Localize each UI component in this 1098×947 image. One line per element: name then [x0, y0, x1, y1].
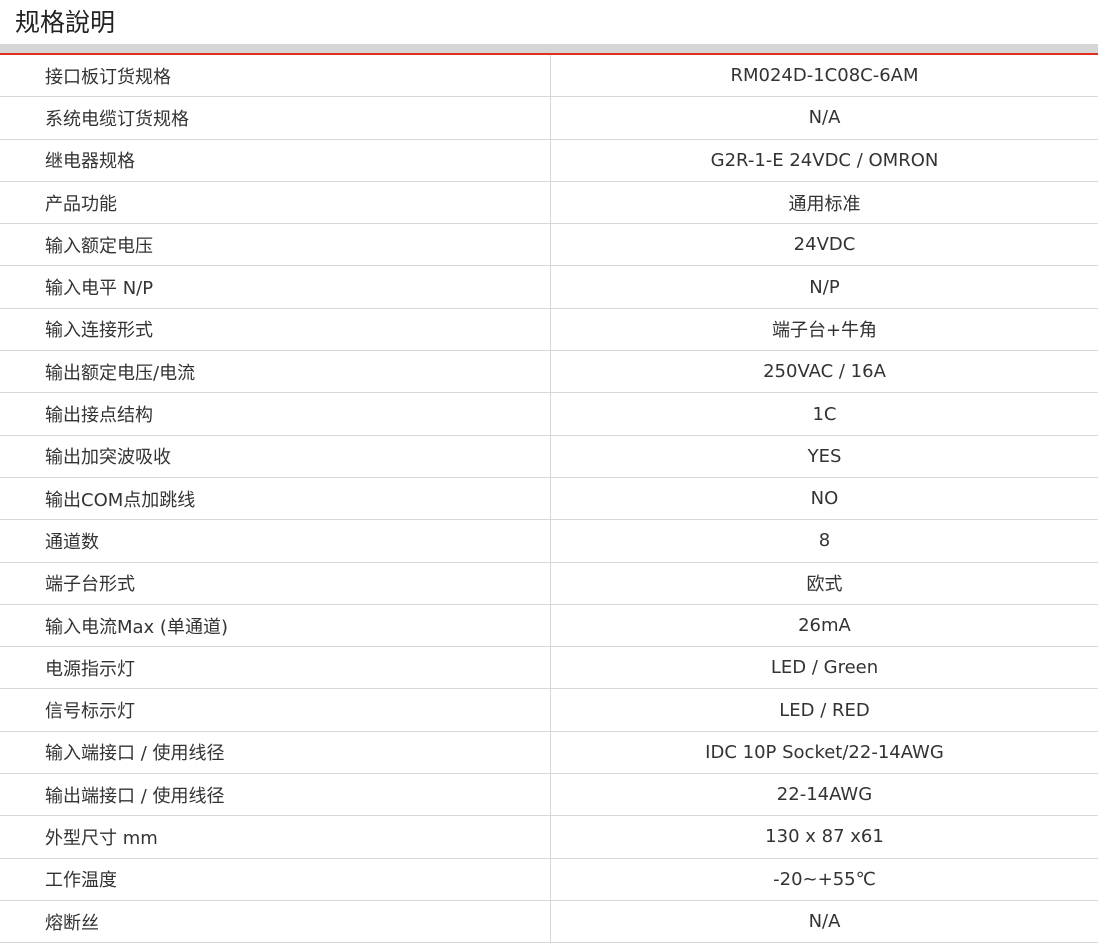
table-row: 产品功能 通用标准	[0, 181, 1098, 225]
spec-label: 输入端接口 / 使用线径	[0, 731, 551, 775]
spec-value: 8	[550, 519, 1098, 563]
spec-value: -20~+55℃	[550, 858, 1098, 901]
spec-label: 通道数	[0, 519, 551, 563]
table-row: 电源指示灯 LED / Green	[0, 646, 1098, 690]
table-row: 通道数 8	[0, 519, 1098, 563]
spec-value: 26mA	[550, 604, 1098, 648]
table-row: 输入连接形式 端子台+牛角	[0, 308, 1098, 352]
spec-label: 产品功能	[0, 181, 551, 225]
spec-label: 工作温度	[0, 858, 551, 901]
table-row: 端子台形式 欧式	[0, 562, 1098, 605]
spec-value: 250VAC / 16A	[550, 350, 1098, 394]
table-row: 外型尺寸 mm 130 x 87 x61	[0, 815, 1098, 859]
spec-label: 熔断丝	[0, 900, 551, 944]
spec-value: 24VDC	[550, 223, 1098, 267]
spec-label: 输出COM点加跳线	[0, 477, 551, 521]
spec-value: 欧式	[550, 562, 1098, 605]
table-row: 信号标示灯 LED / RED	[0, 688, 1098, 732]
table-row: 输出端接口 / 使用线径 22-14AWG	[0, 773, 1098, 817]
table-row: 熔断丝 N/A	[0, 900, 1098, 944]
table-row: 输入电流Max (单通道) 26mA	[0, 604, 1098, 648]
table-row: 输入额定电压 24VDC	[0, 223, 1098, 267]
table-row: 输入端接口 / 使用线径 IDC 10P Socket/22-14AWG	[0, 731, 1098, 775]
table-row: 输入电平 N/P N/P	[0, 265, 1098, 309]
spec-label: 输出额定电压/电流	[0, 350, 551, 394]
spec-label: 输入额定电压	[0, 223, 551, 267]
spec-value: LED / RED	[550, 688, 1098, 732]
spec-value: 端子台+牛角	[550, 308, 1098, 352]
table-row: 继电器规格 G2R-1-E 24VDC / OMRON	[0, 139, 1098, 182]
table-row: 输出加突波吸收 YES	[0, 435, 1098, 478]
table-row: 输出接点结构 1C	[0, 392, 1098, 436]
spec-value: IDC 10P Socket/22-14AWG	[550, 731, 1098, 775]
spec-label: 输出端接口 / 使用线径	[0, 773, 551, 817]
table-row: 输出COM点加跳线 NO	[0, 477, 1098, 521]
spec-value: G2R-1-E 24VDC / OMRON	[550, 139, 1098, 182]
spec-value: RM024D-1C08C-6AM	[550, 55, 1098, 98]
spec-table: 接口板订货规格 RM024D-1C08C-6AM 系统电缆订货规格 N/A 继电器规格 G…	[0, 55, 1098, 944]
spec-label: 继电器规格	[0, 139, 551, 182]
accent-divider	[0, 53, 1098, 55]
spec-label: 电源指示灯	[0, 646, 551, 690]
spec-value: 22-14AWG	[550, 773, 1098, 817]
spec-label: 信号标示灯	[0, 688, 551, 732]
spec-label: 系统电缆订货规格	[0, 96, 551, 140]
spec-label: 外型尺寸 mm	[0, 815, 551, 859]
table-row: 接口板订货规格 RM024D-1C08C-6AM	[0, 55, 1098, 98]
spec-label: 输入电流Max (单通道)	[0, 604, 551, 648]
spec-value: LED / Green	[550, 646, 1098, 690]
table-row: 工作温度 -20~+55℃	[0, 858, 1098, 901]
spec-value: 130 x 87 x61	[550, 815, 1098, 859]
spec-label: 输出接点结构	[0, 392, 551, 436]
spec-value: 1C	[550, 392, 1098, 436]
spec-label: 输入连接形式	[0, 308, 551, 352]
spec-value: YES	[550, 435, 1098, 478]
spec-value: N/A	[550, 96, 1098, 140]
spec-label: 输入电平 N/P	[0, 265, 551, 309]
spec-label: 端子台形式	[0, 562, 551, 605]
dotted-divider	[0, 44, 1098, 53]
spec-value: N/P	[550, 265, 1098, 309]
table-row: 输出额定电压/电流 250VAC / 16A	[0, 350, 1098, 394]
spec-label: 接口板订货规格	[0, 55, 551, 98]
spec-label: 输出加突波吸收	[0, 435, 551, 478]
page-title: 规格說明	[15, 8, 116, 37]
spec-value: N/A	[550, 900, 1098, 944]
table-row: 系统电缆订货规格 N/A	[0, 96, 1098, 140]
spec-value: NO	[550, 477, 1098, 521]
spec-value: 通用标准	[550, 181, 1098, 225]
